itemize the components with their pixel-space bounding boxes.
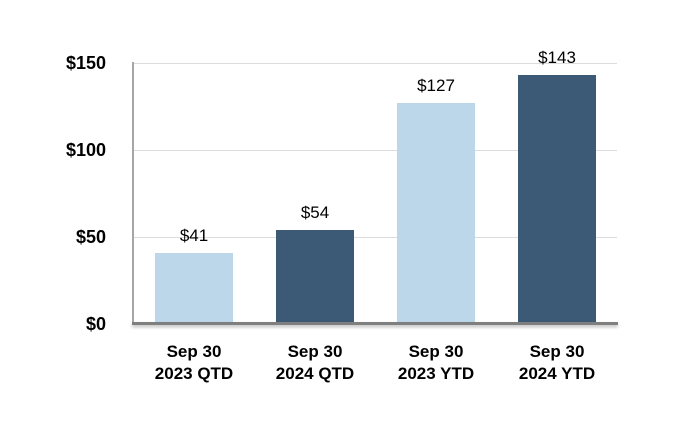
x-category-label-line1: Sep 30 xyxy=(529,342,585,361)
x-category-label-line2: 2024 QTD xyxy=(275,364,355,383)
gridline xyxy=(133,63,617,64)
x-category-label-line2: 2024 YTD xyxy=(518,364,596,383)
x-category-label-line1: Sep 30 xyxy=(287,342,343,361)
bar-value-label: $143 xyxy=(538,48,576,67)
bar-value-label: $54 xyxy=(300,203,330,222)
y-tick-label: $100 xyxy=(65,140,106,160)
bar xyxy=(276,230,354,324)
y-tick-label: $50 xyxy=(75,227,106,247)
x-axis-line xyxy=(132,322,618,325)
bar xyxy=(155,253,233,324)
bar-value-label: $41 xyxy=(179,226,209,245)
x-category-label-line1: Sep 30 xyxy=(408,342,464,361)
x-category-label-line2: 2023 YTD xyxy=(397,364,475,383)
gridline xyxy=(133,150,617,151)
x-category-label: Sep 30 2023 QTD xyxy=(134,341,254,385)
plot-area: $41 $54 $127 $143 xyxy=(133,48,617,324)
x-category-label-line2: 2023 QTD xyxy=(154,364,234,383)
bar-value-label: $127 xyxy=(417,76,455,95)
x-category-label: Sep 30 2024 QTD xyxy=(255,341,375,385)
bar xyxy=(397,103,475,324)
bar xyxy=(518,75,596,324)
y-axis-line xyxy=(132,62,134,324)
x-category-label: Sep 30 2023 YTD xyxy=(376,341,496,385)
gridline xyxy=(133,237,617,238)
y-tick-label: $150 xyxy=(65,53,106,73)
y-tick-label: $0 xyxy=(85,314,106,334)
x-category-label-line1: Sep 30 xyxy=(166,342,222,361)
x-category-label: Sep 30 2024 YTD xyxy=(497,341,617,385)
